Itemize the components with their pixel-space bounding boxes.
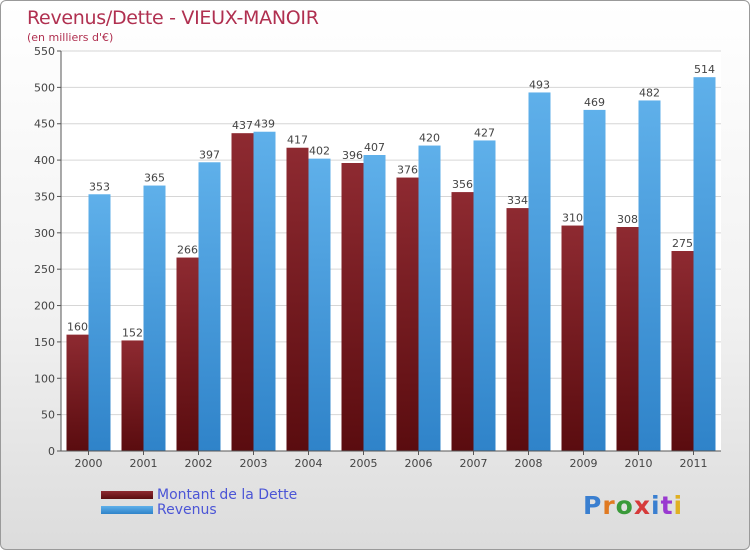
bar-revenue	[198, 162, 221, 452]
x-tick-label: 2001	[130, 457, 158, 470]
x-tick-label: 2011	[680, 457, 708, 470]
data-label-revenue: 407	[364, 141, 385, 154]
legend-swatch-revenue	[101, 505, 153, 514]
data-label-debt: 275	[672, 237, 693, 250]
data-label-revenue: 469	[584, 96, 605, 109]
bar-revenue	[88, 194, 111, 452]
x-tick-label: 2007	[460, 457, 488, 470]
data-label-debt: 437	[232, 119, 253, 132]
x-tick-label: 2009	[570, 457, 598, 470]
x-tick-label: 2002	[185, 457, 213, 470]
y-tick-label: 550	[34, 45, 55, 58]
x-tick-label: 2005	[350, 457, 378, 470]
data-label-debt: 152	[122, 326, 143, 339]
bar-revenue	[693, 77, 716, 451]
data-label-revenue: 439	[254, 118, 275, 131]
legend-label-revenue: Revenus	[157, 501, 217, 518]
legend-item-debt: Montant de la Dette	[101, 486, 298, 503]
x-tick-label: 2006	[405, 457, 433, 470]
y-tick-label: 150	[34, 336, 55, 349]
y-tick-label: 0	[48, 445, 55, 458]
data-label-debt: 160	[67, 321, 88, 334]
bar-debt	[286, 147, 309, 451]
data-label-debt: 396	[342, 149, 363, 162]
bar-revenue	[363, 155, 386, 451]
y-tick-label: 200	[34, 300, 55, 313]
bar-debt	[341, 163, 364, 451]
bar-debt	[671, 251, 694, 451]
data-label-revenue: 493	[529, 78, 550, 91]
data-label-revenue: 420	[419, 132, 440, 145]
data-label-revenue: 353	[89, 180, 110, 193]
bar-debt	[176, 257, 199, 451]
bar-debt	[396, 177, 419, 451]
data-label-revenue: 482	[639, 86, 660, 99]
data-label-debt: 417	[287, 134, 308, 147]
y-tick-label: 450	[34, 118, 55, 131]
data-label-revenue: 514	[694, 63, 715, 76]
x-tick-label: 2003	[240, 457, 268, 470]
data-label-revenue: 427	[474, 126, 495, 139]
y-tick-label: 500	[34, 81, 55, 94]
legend-item-revenue: Revenus	[101, 501, 297, 518]
data-label-debt: 334	[507, 194, 528, 207]
x-tick-label: 2010	[625, 457, 653, 470]
data-label-debt: 310	[562, 212, 583, 225]
data-label-debt: 266	[177, 244, 198, 257]
bar-revenue	[528, 92, 551, 452]
bar-debt	[561, 225, 584, 451]
data-label-debt: 308	[617, 213, 638, 226]
x-tick-label: 2004	[295, 457, 323, 470]
bar-debt	[66, 334, 89, 451]
y-tick-label: 400	[34, 154, 55, 167]
legend-label-debt: Montant de la Dette	[157, 486, 298, 503]
bar-revenue	[418, 145, 441, 451]
chart-subtitle: (en milliers d'€)	[27, 31, 114, 44]
data-label-revenue: 397	[199, 148, 220, 161]
bar-debt	[121, 340, 144, 451]
data-label-revenue: 365	[144, 172, 165, 185]
plot-area	[61, 51, 721, 451]
bar-debt	[506, 208, 529, 451]
data-label-debt: 376	[397, 164, 418, 177]
chart-title: Revenus/Dette - VIEUX-MANOIR	[27, 7, 319, 29]
bar-revenue	[143, 185, 166, 451]
proxiti-logo: Proxiti	[583, 491, 684, 520]
y-tick-label: 100	[34, 372, 55, 385]
legend-swatch-debt	[101, 490, 153, 499]
y-tick-label: 350	[34, 190, 55, 203]
bar-debt	[451, 192, 474, 451]
x-tick-label: 2000	[75, 457, 103, 470]
bar-revenue	[583, 109, 606, 451]
bar-revenue	[253, 131, 276, 451]
data-label-debt: 356	[452, 178, 473, 191]
bar-revenue	[638, 100, 661, 452]
bar-debt	[616, 227, 639, 451]
data-label-revenue: 402	[309, 145, 330, 158]
y-tick-label: 300	[34, 227, 55, 240]
bar-debt	[231, 133, 254, 451]
y-tick-label: 50	[41, 409, 55, 422]
legend: Montant de la Dette Revenus	[101, 486, 298, 518]
bar-revenue	[308, 158, 331, 452]
x-tick-label: 2008	[515, 457, 543, 470]
bar-revenue	[473, 140, 496, 452]
y-tick-label: 250	[34, 263, 55, 276]
